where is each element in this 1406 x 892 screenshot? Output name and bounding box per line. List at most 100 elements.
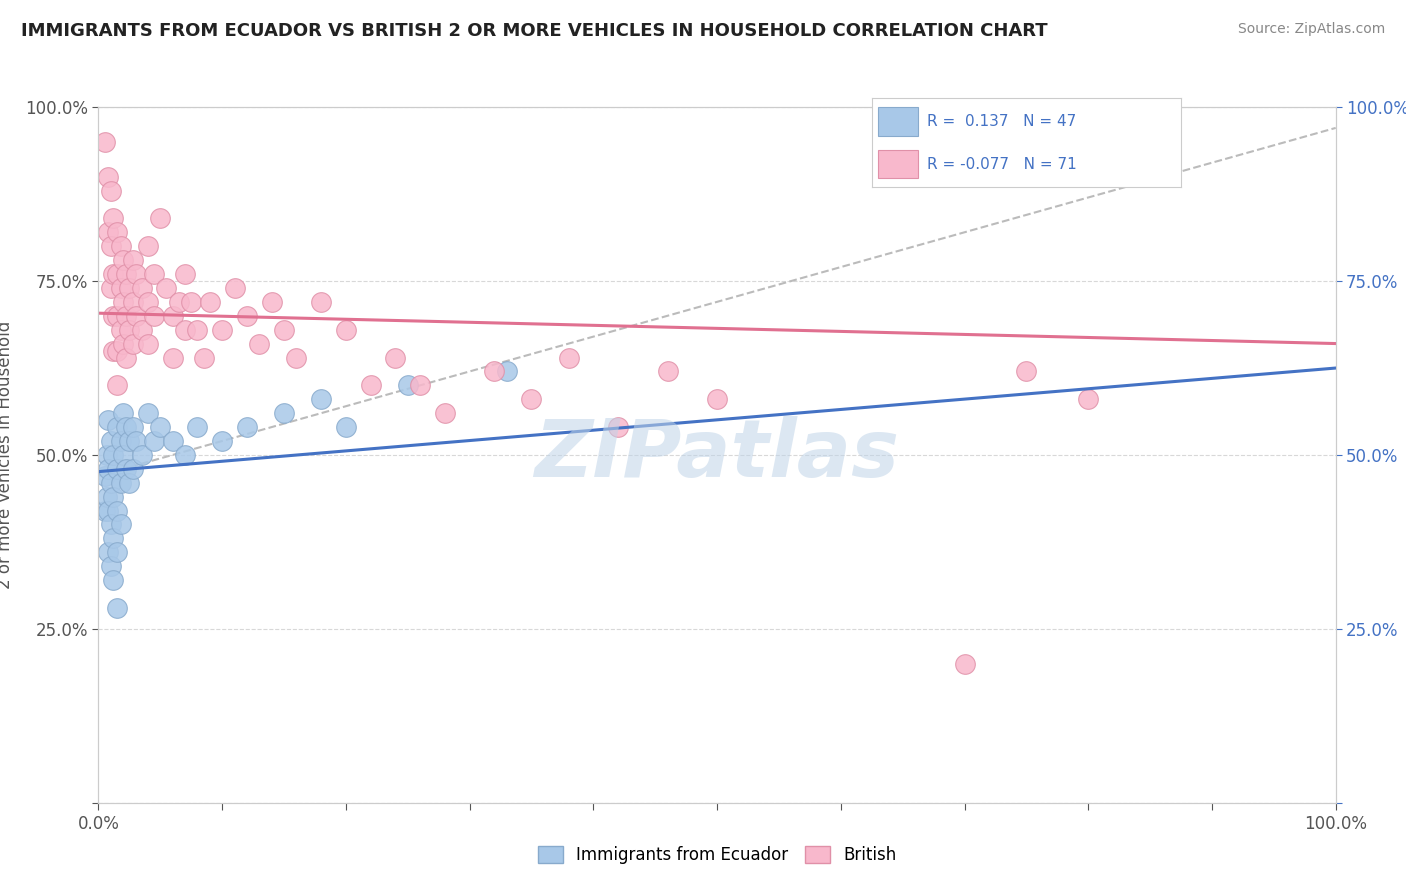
Point bbox=[122, 336, 145, 351]
Point bbox=[309, 392, 332, 407]
Point bbox=[124, 434, 146, 448]
Point bbox=[112, 294, 135, 309]
Point bbox=[105, 601, 128, 615]
Point bbox=[335, 323, 357, 337]
Point bbox=[97, 545, 120, 559]
Point bbox=[495, 364, 517, 378]
Point bbox=[131, 323, 153, 337]
Point bbox=[1077, 392, 1099, 407]
Point bbox=[186, 323, 208, 337]
Point bbox=[103, 448, 125, 462]
Point bbox=[211, 323, 233, 337]
Point bbox=[105, 462, 128, 476]
Point bbox=[167, 294, 190, 309]
Point bbox=[384, 351, 406, 365]
Point bbox=[97, 503, 120, 517]
Point bbox=[174, 448, 197, 462]
Point bbox=[114, 309, 136, 323]
Point bbox=[409, 378, 432, 392]
Point bbox=[162, 351, 184, 365]
Point bbox=[110, 239, 132, 253]
Point bbox=[149, 420, 172, 434]
Point bbox=[118, 323, 141, 337]
Point bbox=[335, 420, 357, 434]
Point bbox=[124, 267, 146, 281]
Point bbox=[198, 294, 221, 309]
Bar bbox=[877, 107, 918, 136]
Point bbox=[100, 434, 122, 448]
Point bbox=[103, 573, 125, 587]
Point bbox=[97, 413, 120, 427]
Point bbox=[114, 462, 136, 476]
Point bbox=[143, 267, 166, 281]
Point bbox=[103, 309, 125, 323]
Text: IMMIGRANTS FROM ECUADOR VS BRITISH 2 OR MORE VEHICLES IN HOUSEHOLD CORRELATION C: IMMIGRANTS FROM ECUADOR VS BRITISH 2 OR … bbox=[21, 22, 1047, 40]
Point bbox=[96, 490, 118, 504]
Point bbox=[1015, 364, 1038, 378]
Point bbox=[122, 294, 145, 309]
Point bbox=[953, 657, 976, 671]
Point bbox=[97, 462, 120, 476]
Point bbox=[484, 364, 506, 378]
Point bbox=[124, 309, 146, 323]
Point bbox=[105, 343, 128, 358]
Point bbox=[100, 475, 122, 490]
Point bbox=[260, 294, 283, 309]
Point bbox=[112, 336, 135, 351]
Point bbox=[100, 184, 122, 198]
Point bbox=[193, 351, 215, 365]
Point bbox=[433, 406, 456, 420]
Point bbox=[607, 420, 630, 434]
Point bbox=[131, 281, 153, 295]
Point bbox=[174, 323, 197, 337]
Point bbox=[105, 309, 128, 323]
Point bbox=[273, 406, 295, 420]
Point bbox=[118, 434, 141, 448]
Point bbox=[112, 406, 135, 420]
Point bbox=[273, 323, 295, 337]
Point bbox=[122, 253, 145, 268]
Point bbox=[285, 351, 308, 365]
Point bbox=[236, 309, 259, 323]
Point bbox=[100, 239, 122, 253]
Point bbox=[103, 490, 125, 504]
Point bbox=[396, 378, 419, 392]
Point bbox=[96, 448, 118, 462]
Text: Source: ZipAtlas.com: Source: ZipAtlas.com bbox=[1237, 22, 1385, 37]
Point bbox=[100, 281, 122, 295]
Bar bbox=[877, 150, 918, 178]
Point bbox=[236, 420, 259, 434]
Point bbox=[136, 406, 159, 420]
Point bbox=[309, 294, 332, 309]
Point bbox=[520, 392, 543, 407]
Point bbox=[100, 517, 122, 532]
Point bbox=[93, 468, 115, 483]
Point bbox=[114, 420, 136, 434]
Point bbox=[360, 378, 382, 392]
Point bbox=[114, 267, 136, 281]
Point bbox=[110, 475, 132, 490]
Y-axis label: 2 or more Vehicles in Household: 2 or more Vehicles in Household bbox=[0, 321, 14, 589]
Point bbox=[97, 225, 120, 239]
Text: ZIPatlas: ZIPatlas bbox=[534, 416, 900, 494]
Point bbox=[100, 559, 122, 574]
Point bbox=[112, 448, 135, 462]
Point bbox=[211, 434, 233, 448]
Point bbox=[110, 281, 132, 295]
Legend: Immigrants from Ecuador, British: Immigrants from Ecuador, British bbox=[531, 839, 903, 871]
Point bbox=[131, 448, 153, 462]
Text: R = -0.077   N = 71: R = -0.077 N = 71 bbox=[928, 157, 1077, 171]
Point bbox=[103, 343, 125, 358]
Point bbox=[103, 267, 125, 281]
Point bbox=[136, 239, 159, 253]
Point bbox=[143, 309, 166, 323]
Point bbox=[136, 336, 159, 351]
Point bbox=[706, 392, 728, 407]
Point bbox=[105, 225, 128, 239]
Point bbox=[657, 364, 679, 378]
Point bbox=[105, 378, 128, 392]
Point bbox=[103, 211, 125, 226]
Point bbox=[105, 503, 128, 517]
Point bbox=[105, 420, 128, 434]
Point bbox=[93, 135, 115, 149]
